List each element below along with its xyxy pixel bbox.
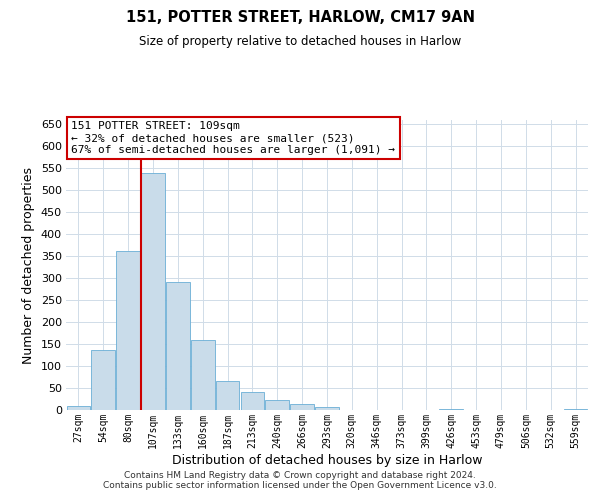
- X-axis label: Distribution of detached houses by size in Harlow: Distribution of detached houses by size …: [172, 454, 482, 466]
- Text: 151, POTTER STREET, HARLOW, CM17 9AN: 151, POTTER STREET, HARLOW, CM17 9AN: [125, 10, 475, 25]
- Bar: [564, 409, 587, 410]
- Bar: [166, 282, 190, 410]
- Bar: [315, 408, 339, 410]
- Bar: [91, 350, 115, 410]
- Text: Size of property relative to detached houses in Harlow: Size of property relative to detached ho…: [139, 35, 461, 48]
- Bar: [265, 400, 289, 410]
- Text: 151 POTTER STREET: 109sqm
← 32% of detached houses are smaller (523)
67% of semi: 151 POTTER STREET: 109sqm ← 32% of detac…: [71, 122, 395, 154]
- Text: Contains HM Land Registry data © Crown copyright and database right 2024.
Contai: Contains HM Land Registry data © Crown c…: [103, 470, 497, 490]
- Bar: [241, 392, 264, 410]
- Bar: [116, 251, 140, 410]
- Bar: [290, 404, 314, 410]
- Bar: [439, 409, 463, 410]
- Y-axis label: Number of detached properties: Number of detached properties: [22, 166, 35, 364]
- Bar: [191, 340, 215, 410]
- Bar: [67, 406, 90, 410]
- Bar: [216, 382, 239, 410]
- Bar: [141, 172, 165, 410]
